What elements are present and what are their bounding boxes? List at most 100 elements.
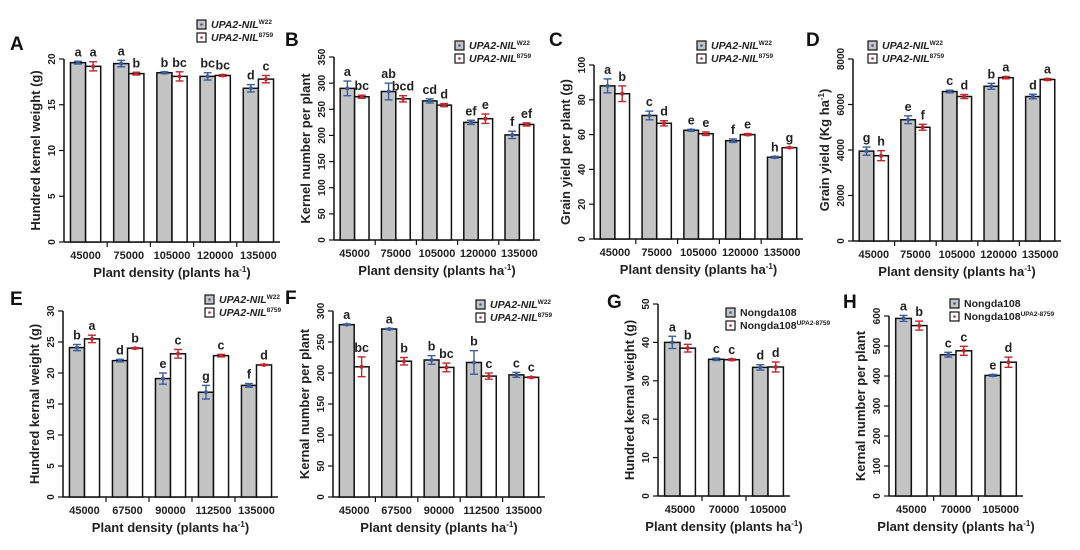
significance-letter: d (960, 78, 968, 92)
mean-point (444, 365, 449, 370)
significance-letter: d (440, 88, 448, 102)
x-tick-label: 75000 (381, 248, 412, 260)
significance-letter: a (669, 320, 677, 334)
legend-dot (479, 303, 482, 306)
mean-point (176, 351, 181, 356)
legend-label: UPA2-NILW22 (469, 40, 530, 52)
y-tick-label: 250 (316, 333, 327, 350)
significance-letter: e (744, 118, 751, 132)
y-tick-label: 200 (872, 427, 883, 444)
y-tick-label: 150 (316, 395, 327, 412)
mean-point (74, 345, 79, 350)
mean-point (345, 86, 350, 91)
mean-point (772, 155, 777, 160)
panel-letter: B (285, 30, 299, 51)
y-tick-label: 0 (316, 494, 327, 500)
mean-point (160, 376, 165, 381)
significance-letter: f (731, 123, 736, 137)
mean-point (1006, 360, 1011, 365)
mean-point (387, 326, 392, 331)
bar-series1 (465, 361, 483, 498)
bar-series2 (767, 366, 785, 497)
legend-label: Nongda108UPA2-8759 (964, 311, 1054, 323)
x-axis-title: Plant density (plants ha-1) (877, 519, 1034, 534)
legend-label: Nongda108 (964, 298, 1021, 310)
legend-label: UPA2-NILW22 (490, 299, 551, 311)
significance-letter: bc (354, 341, 369, 355)
significance-letter: c (218, 338, 225, 352)
significance-letter: g (863, 131, 871, 145)
mean-point (177, 74, 182, 79)
y-axis-title: Grain yield (Kg ha-1) (817, 89, 832, 212)
y-tick-label: 300 (872, 397, 883, 414)
mean-point (203, 390, 208, 395)
panel-letter: A (10, 34, 24, 55)
y-tick-label: 0 (577, 236, 588, 242)
x-tick-label: 45000 (70, 250, 101, 262)
significance-letter: bc (439, 347, 454, 361)
legend-label: UPA2-NILW22 (711, 40, 772, 52)
bar-series2 (999, 361, 1018, 497)
bar-series1 (154, 377, 172, 498)
y-tick-label: 10 (641, 452, 652, 464)
mean-point (205, 74, 210, 79)
bar-series1 (421, 100, 438, 241)
significance-letter: d (1005, 341, 1013, 355)
legend-label: UPA2-NILW22 (211, 19, 272, 31)
significance-letter: b (618, 70, 626, 84)
significance-letter: b (161, 56, 169, 70)
legend-label: UPA2-NIL8759 (469, 53, 532, 65)
bar-series1 (724, 139, 742, 240)
mean-point (1030, 94, 1035, 99)
bar-series1 (683, 129, 700, 240)
y-tick-label: 40 (577, 163, 588, 175)
bar-series1 (1024, 95, 1041, 242)
bar-series2 (353, 95, 370, 241)
mean-point (906, 117, 911, 122)
x-tick-label: 135000 (764, 247, 801, 259)
mean-point (90, 336, 95, 341)
significance-letter: d (260, 348, 268, 362)
significance-letter: d (1029, 78, 1037, 92)
y-tick-label: 20 (46, 367, 57, 379)
mean-point (483, 116, 488, 121)
mean-point (91, 64, 96, 69)
x-tick-label: 105000 (982, 504, 1019, 516)
bar-series1 (156, 71, 173, 243)
x-tick-label: 135000 (1022, 249, 1059, 261)
significance-letter: b (915, 305, 923, 319)
x-axis-title: Plant density (plants ha-1) (358, 263, 515, 278)
bar-series2 (480, 375, 497, 498)
mean-point (729, 357, 734, 362)
y-axis-title: Hundred kernel weight (g) (28, 70, 43, 230)
significance-letter: b (987, 67, 995, 81)
legend-dot (479, 316, 482, 319)
bar-series1 (751, 366, 769, 497)
bar-series1 (199, 75, 216, 243)
legend-dot (700, 57, 703, 60)
mean-point (248, 86, 253, 91)
y-tick-label: 0 (47, 239, 58, 245)
bar-series2 (169, 353, 187, 498)
mean-point (486, 374, 491, 379)
legend-label: Nongda108UPA2-8759 (740, 320, 830, 332)
y-tick-label: 300 (317, 74, 328, 91)
y-tick-label: 8000 (836, 47, 847, 70)
mean-point (901, 316, 906, 321)
bar-series2 (914, 126, 931, 242)
significance-letter: ab (381, 67, 396, 81)
mean-point (262, 362, 267, 367)
significance-letter: ef (521, 107, 533, 121)
y-tick-label: 100 (317, 179, 328, 196)
bar-series1 (463, 121, 479, 241)
significance-letter: a (75, 45, 83, 59)
bar-series2 (655, 122, 673, 240)
significance-letter: h (877, 135, 885, 149)
mean-point (359, 364, 364, 369)
y-axis-title: Kernal number per plant (297, 328, 312, 479)
significance-letter: cd (422, 83, 437, 97)
